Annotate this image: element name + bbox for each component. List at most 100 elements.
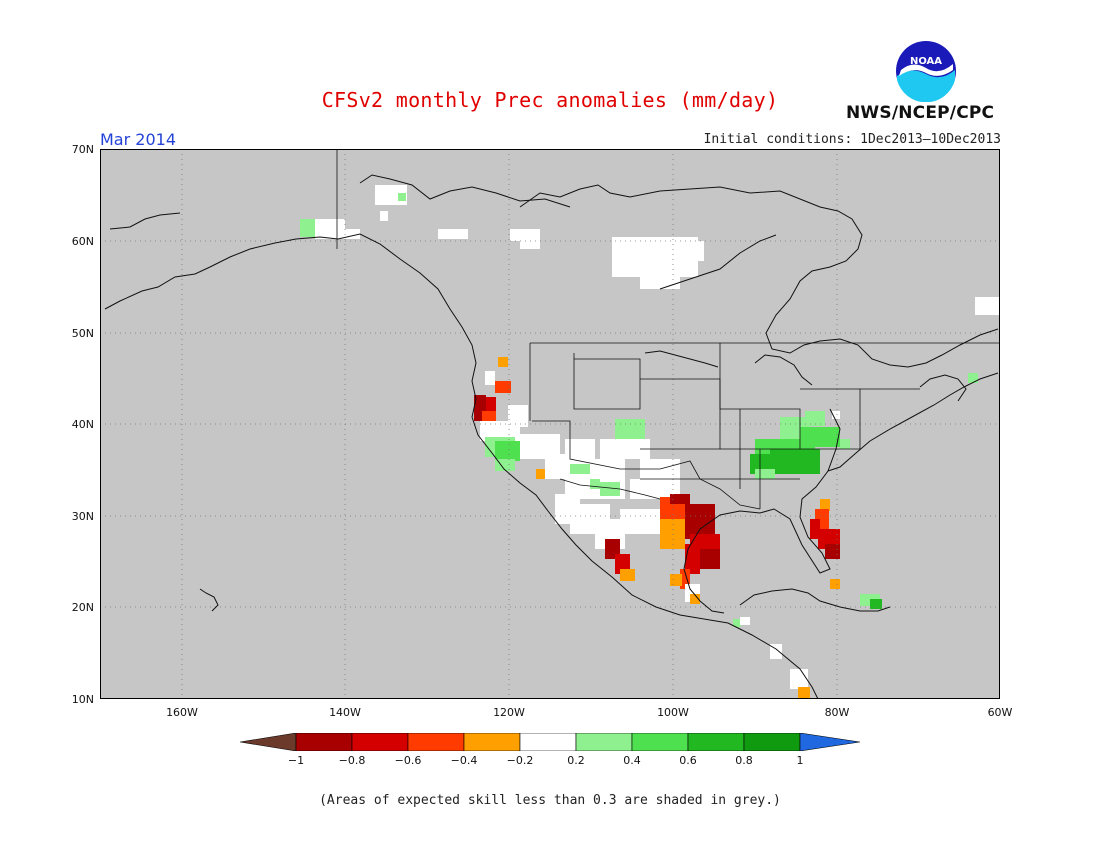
- map-line: [559, 478, 661, 500]
- anomaly-cell: [590, 479, 600, 489]
- anomaly-cell: [620, 569, 635, 581]
- lat-label-30n: 30N: [71, 510, 94, 523]
- colorbar-label: −0.4: [450, 754, 478, 767]
- lat-label-20n: 20N: [71, 601, 94, 614]
- anomaly-cell: [340, 229, 360, 239]
- anomaly-cell: [975, 297, 999, 315]
- anomaly-cell: [830, 579, 840, 589]
- initial-conditions-label: Initial conditions: 1Dec2013–10Dec2013: [703, 132, 1001, 147]
- anomaly-cell: [620, 509, 660, 534]
- anomaly-cell: [700, 549, 720, 569]
- map-line: [199, 588, 219, 612]
- anomaly-cell: [670, 494, 690, 504]
- anomaly-cell: [798, 687, 810, 699]
- anomaly-cell: [510, 229, 540, 241]
- lon-label-60w: 60W: [987, 706, 1013, 719]
- map-line: [532, 420, 761, 510]
- anomaly-cell: [805, 411, 825, 426]
- agency-label: NWS/NCEP/CPC: [846, 103, 995, 123]
- skill-footnote: (Areas of expected skill less than 0.3 a…: [319, 793, 781, 808]
- map-line: [659, 234, 777, 290]
- lat-label-70n: 70N: [71, 143, 94, 156]
- colorbar-segment: [351, 733, 409, 751]
- map-title: CFSv2 monthly Prec anomalies (mm/day): [321, 88, 779, 112]
- colorbar-segment: [575, 733, 633, 751]
- anomaly-cell: [660, 519, 685, 549]
- anomaly-cell: [680, 569, 690, 589]
- anomaly-cell: [498, 357, 508, 367]
- colorbar-label: −0.2: [506, 754, 534, 767]
- map-line: [519, 184, 631, 208]
- map-line: [683, 408, 841, 614]
- map-line: [104, 233, 819, 699]
- map-line: [629, 186, 999, 368]
- anomaly-cell: [825, 544, 840, 559]
- anomaly-cell: [832, 411, 840, 419]
- colorbar-arrow-max: [799, 733, 860, 751]
- lat-label-60n: 60N: [71, 235, 94, 248]
- colorbar-segment: [463, 733, 521, 751]
- colorbar-segment: [687, 733, 745, 751]
- svg-text:NOAA: NOAA: [910, 56, 942, 67]
- anomaly-cell: [755, 469, 775, 479]
- anomaly-cell: [790, 669, 808, 689]
- lat-label-40n: 40N: [71, 418, 94, 431]
- lon-label-100w: 100W: [657, 706, 689, 719]
- anomaly-cell: [968, 373, 978, 383]
- anomaly-cell: [495, 441, 520, 461]
- colorbar-segment: [631, 733, 689, 751]
- colorbar-label: 0.6: [679, 754, 697, 767]
- anomaly-cell: [570, 464, 590, 474]
- map-line: [719, 343, 801, 450]
- anomaly-cell: [698, 241, 704, 261]
- map-line: [109, 212, 181, 230]
- colorbar-segment: [743, 733, 801, 751]
- anomaly-cell: [536, 469, 546, 479]
- map-line: [919, 374, 967, 402]
- precip-anomaly-map: [100, 149, 1000, 699]
- lon-label-140w: 140W: [329, 706, 361, 719]
- anomaly-cell: [495, 459, 515, 471]
- anomaly-cell: [315, 219, 345, 239]
- map-line: [827, 372, 999, 472]
- colorbar-label: 1: [796, 754, 804, 767]
- colorbar-label: 0.4: [623, 754, 641, 767]
- anomaly-cell: [600, 439, 650, 459]
- colorbar-label: 0.8: [735, 754, 753, 767]
- map-line: [640, 378, 721, 450]
- anomaly-cell: [600, 482, 620, 496]
- anomaly-cell: [380, 211, 388, 221]
- coastlines: [104, 174, 999, 699]
- colorbar-label: 0.2: [567, 754, 585, 767]
- anomaly-cell: [840, 439, 850, 449]
- anomaly-cell: [565, 439, 595, 459]
- anomaly-cell: [485, 371, 495, 385]
- colorbar: [240, 733, 860, 751]
- anomaly-cell: [545, 454, 565, 479]
- colorbar-label: −1: [287, 754, 305, 767]
- lon-label-120w: 120W: [493, 706, 525, 719]
- map-line: [800, 388, 861, 450]
- map-line: [359, 174, 571, 208]
- anomaly-cell: [520, 241, 540, 249]
- anomaly-cells: [300, 185, 999, 699]
- map-line: [573, 353, 641, 410]
- anomaly-cell: [438, 229, 468, 239]
- anomaly-cell: [870, 599, 882, 609]
- anomaly-cell: [670, 574, 682, 586]
- anomaly-cell: [733, 619, 741, 627]
- anomaly-cell: [480, 421, 520, 441]
- colorbar-label: −0.8: [338, 754, 366, 767]
- anomaly-cell: [690, 594, 700, 604]
- anomaly-cell: [820, 499, 830, 511]
- noaa-logo: NOAA: [896, 41, 956, 102]
- lon-label-160w: 160W: [166, 706, 198, 719]
- colorbar-segment: [295, 733, 353, 751]
- map-line: [644, 350, 719, 368]
- anomaly-cell: [482, 411, 496, 423]
- anomaly-cell: [495, 381, 511, 393]
- anomaly-cell: [685, 544, 700, 574]
- map-line: [739, 588, 891, 612]
- colorbar-segment: [519, 733, 577, 751]
- map-line: [754, 354, 813, 386]
